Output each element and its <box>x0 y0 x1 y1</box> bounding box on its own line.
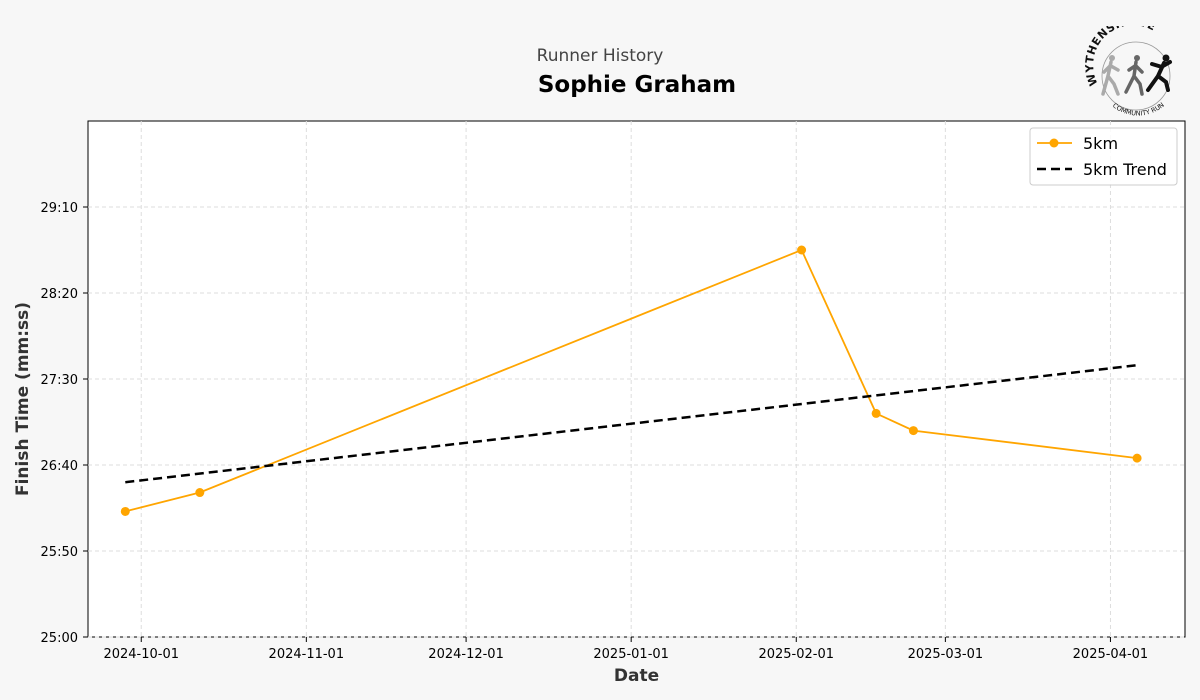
x-axis-label: Date <box>614 666 659 686</box>
y-tick-label: 28:20 <box>41 287 78 302</box>
y-tick-label: 25:00 <box>41 631 78 646</box>
x-tick-label: 2025-04-01 <box>1073 647 1149 662</box>
wythenshawe-logo: WYTHENSHAWE COMMUNITY RUN <box>1084 26 1172 118</box>
series-line-5km <box>125 248 1138 513</box>
x-tick-label: 2024-10-01 <box>103 647 179 662</box>
legend-entry: 5km Trend <box>1083 160 1167 179</box>
y-tick-label: 29:10 <box>41 201 78 216</box>
x-tick-label: 2024-12-01 <box>428 647 504 662</box>
x-tick-label: 2024-11-01 <box>269 647 345 662</box>
data-point <box>1132 453 1142 463</box>
y-tick-label: 26:40 <box>41 459 78 474</box>
chart-subtitle: Runner History <box>536 46 664 66</box>
legend-marker <box>1049 138 1059 148</box>
y-tick-label: 25:50 <box>41 545 78 560</box>
legend-entry: 5km <box>1083 134 1118 153</box>
data-point <box>195 488 205 498</box>
runner-silhouette-icon <box>1101 54 1172 96</box>
trend-line <box>125 363 1138 484</box>
data-point <box>797 245 807 255</box>
chart-title: Sophie Graham <box>537 72 737 98</box>
legend: 5km 5km Trend <box>1029 127 1178 186</box>
data-point <box>908 426 918 436</box>
x-tick-label: 2025-01-01 <box>593 647 669 662</box>
data-point <box>871 408 881 418</box>
x-tick-label: 2025-03-01 <box>908 647 984 662</box>
x-tick-label: 2025-02-01 <box>758 647 834 662</box>
data-point <box>120 506 130 516</box>
y-tick-label: 27:30 <box>41 373 78 388</box>
y-axis-label: Finish Time (mm:ss) <box>13 302 33 496</box>
